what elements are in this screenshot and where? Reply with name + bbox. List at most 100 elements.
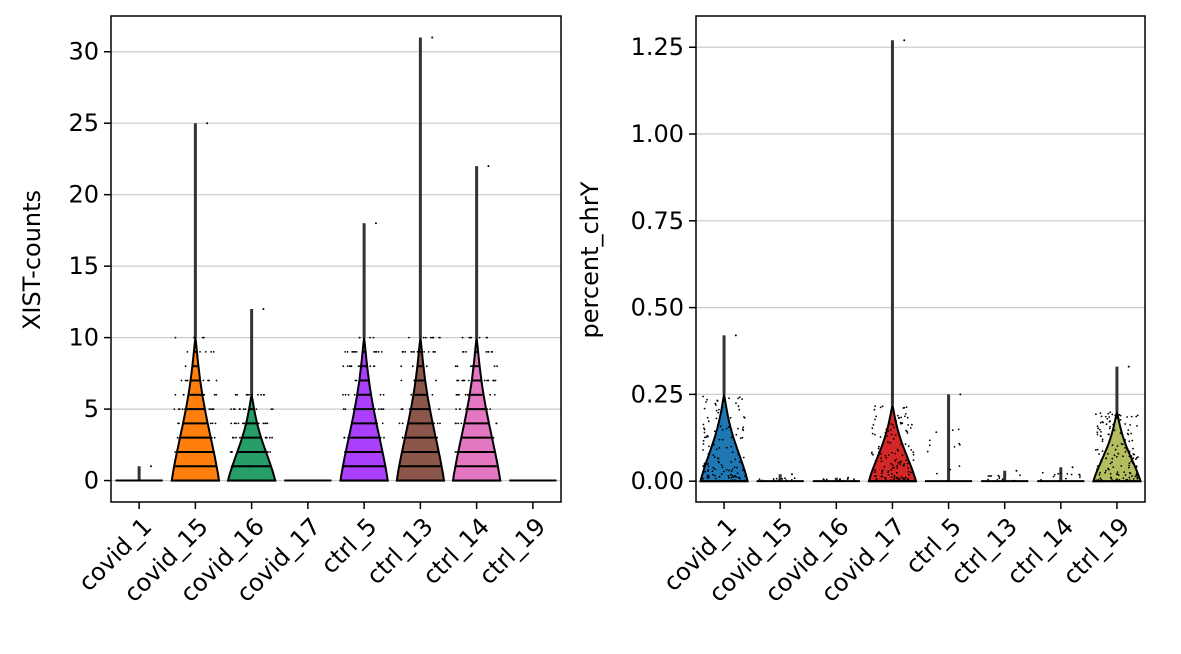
data-point (426, 479, 429, 482)
data-point (457, 451, 460, 453)
data-point (1129, 424, 1131, 426)
data-point (1110, 477, 1113, 480)
data-point (462, 451, 465, 453)
data-point (1130, 460, 1132, 463)
data-point (209, 465, 212, 468)
data-point (463, 436, 466, 439)
data-point (874, 405, 877, 407)
data-point (727, 476, 730, 479)
data-point (1096, 431, 1099, 434)
data-point (215, 479, 218, 482)
data-point (874, 460, 877, 462)
data-point (183, 479, 186, 482)
data-point (209, 422, 212, 425)
data-point (1122, 477, 1125, 479)
data-point (270, 465, 273, 468)
data-point (707, 465, 710, 468)
data-point (724, 401, 727, 404)
data-point (487, 379, 490, 382)
data-point (735, 433, 738, 436)
data-point (511, 479, 514, 482)
data-point (306, 479, 308, 482)
data-point (343, 479, 346, 482)
data-point (424, 336, 427, 339)
data-point (707, 477, 710, 479)
y-tick-label: 10 (68, 324, 99, 352)
data-point (207, 451, 210, 453)
data-point (379, 393, 382, 396)
data-point (366, 436, 368, 439)
data-point (467, 379, 470, 382)
data-point (243, 465, 246, 468)
data-point (880, 457, 882, 460)
data-point (1041, 471, 1044, 474)
data-point (369, 451, 371, 453)
data-point (714, 474, 716, 477)
data-point (885, 428, 888, 431)
data-point (199, 408, 202, 410)
data-point (477, 479, 480, 482)
data-point (489, 408, 492, 410)
data-point (373, 465, 376, 468)
data-point (346, 479, 349, 482)
data-point (373, 451, 376, 453)
data-point (194, 408, 196, 410)
data-point (911, 423, 913, 426)
violin-ctrl_13 (395, 36, 446, 482)
data-point (906, 478, 909, 481)
data-point (1098, 453, 1100, 455)
data-point (738, 461, 741, 463)
data-point (490, 479, 492, 482)
data-point (372, 436, 375, 439)
data-point (704, 470, 707, 473)
data-point (893, 478, 895, 480)
data-point (1132, 457, 1135, 460)
data-point (213, 465, 216, 468)
data-point (436, 436, 439, 439)
data-point (1136, 477, 1139, 480)
data-point (232, 408, 235, 410)
data-point (758, 478, 761, 480)
data-point (723, 480, 725, 482)
data-point (1119, 432, 1122, 435)
data-point (351, 351, 353, 353)
data-point (417, 422, 420, 425)
data-point (406, 422, 409, 425)
data-point (989, 475, 991, 477)
data-point (137, 479, 139, 482)
data-point (173, 465, 176, 468)
data-point (818, 480, 820, 482)
data-point (239, 408, 241, 410)
data-point (408, 408, 411, 410)
data-point (356, 451, 359, 453)
data-point (703, 407, 706, 410)
data-point (473, 479, 476, 482)
data-point (185, 465, 187, 468)
data-point (240, 436, 243, 439)
data-point (711, 470, 714, 473)
data-point (400, 365, 403, 368)
data-point (457, 393, 459, 396)
data-point (362, 422, 365, 425)
data-point (235, 422, 237, 425)
data-point (706, 398, 708, 401)
data-point (248, 393, 250, 396)
data-point (738, 396, 741, 398)
data-point (257, 393, 259, 396)
data-point (356, 479, 359, 482)
data-point (905, 459, 908, 462)
data-point (176, 479, 179, 482)
data-point (1131, 439, 1134, 442)
data-point (706, 476, 709, 479)
axes-frame (110, 15, 562, 503)
data-point (419, 451, 422, 453)
data-point (373, 365, 375, 368)
data-point (262, 393, 265, 396)
data-point (493, 465, 495, 468)
data-point (371, 436, 373, 439)
data-point (522, 479, 524, 482)
data-point (457, 422, 460, 425)
data-point (196, 479, 199, 482)
data-point (706, 457, 709, 460)
